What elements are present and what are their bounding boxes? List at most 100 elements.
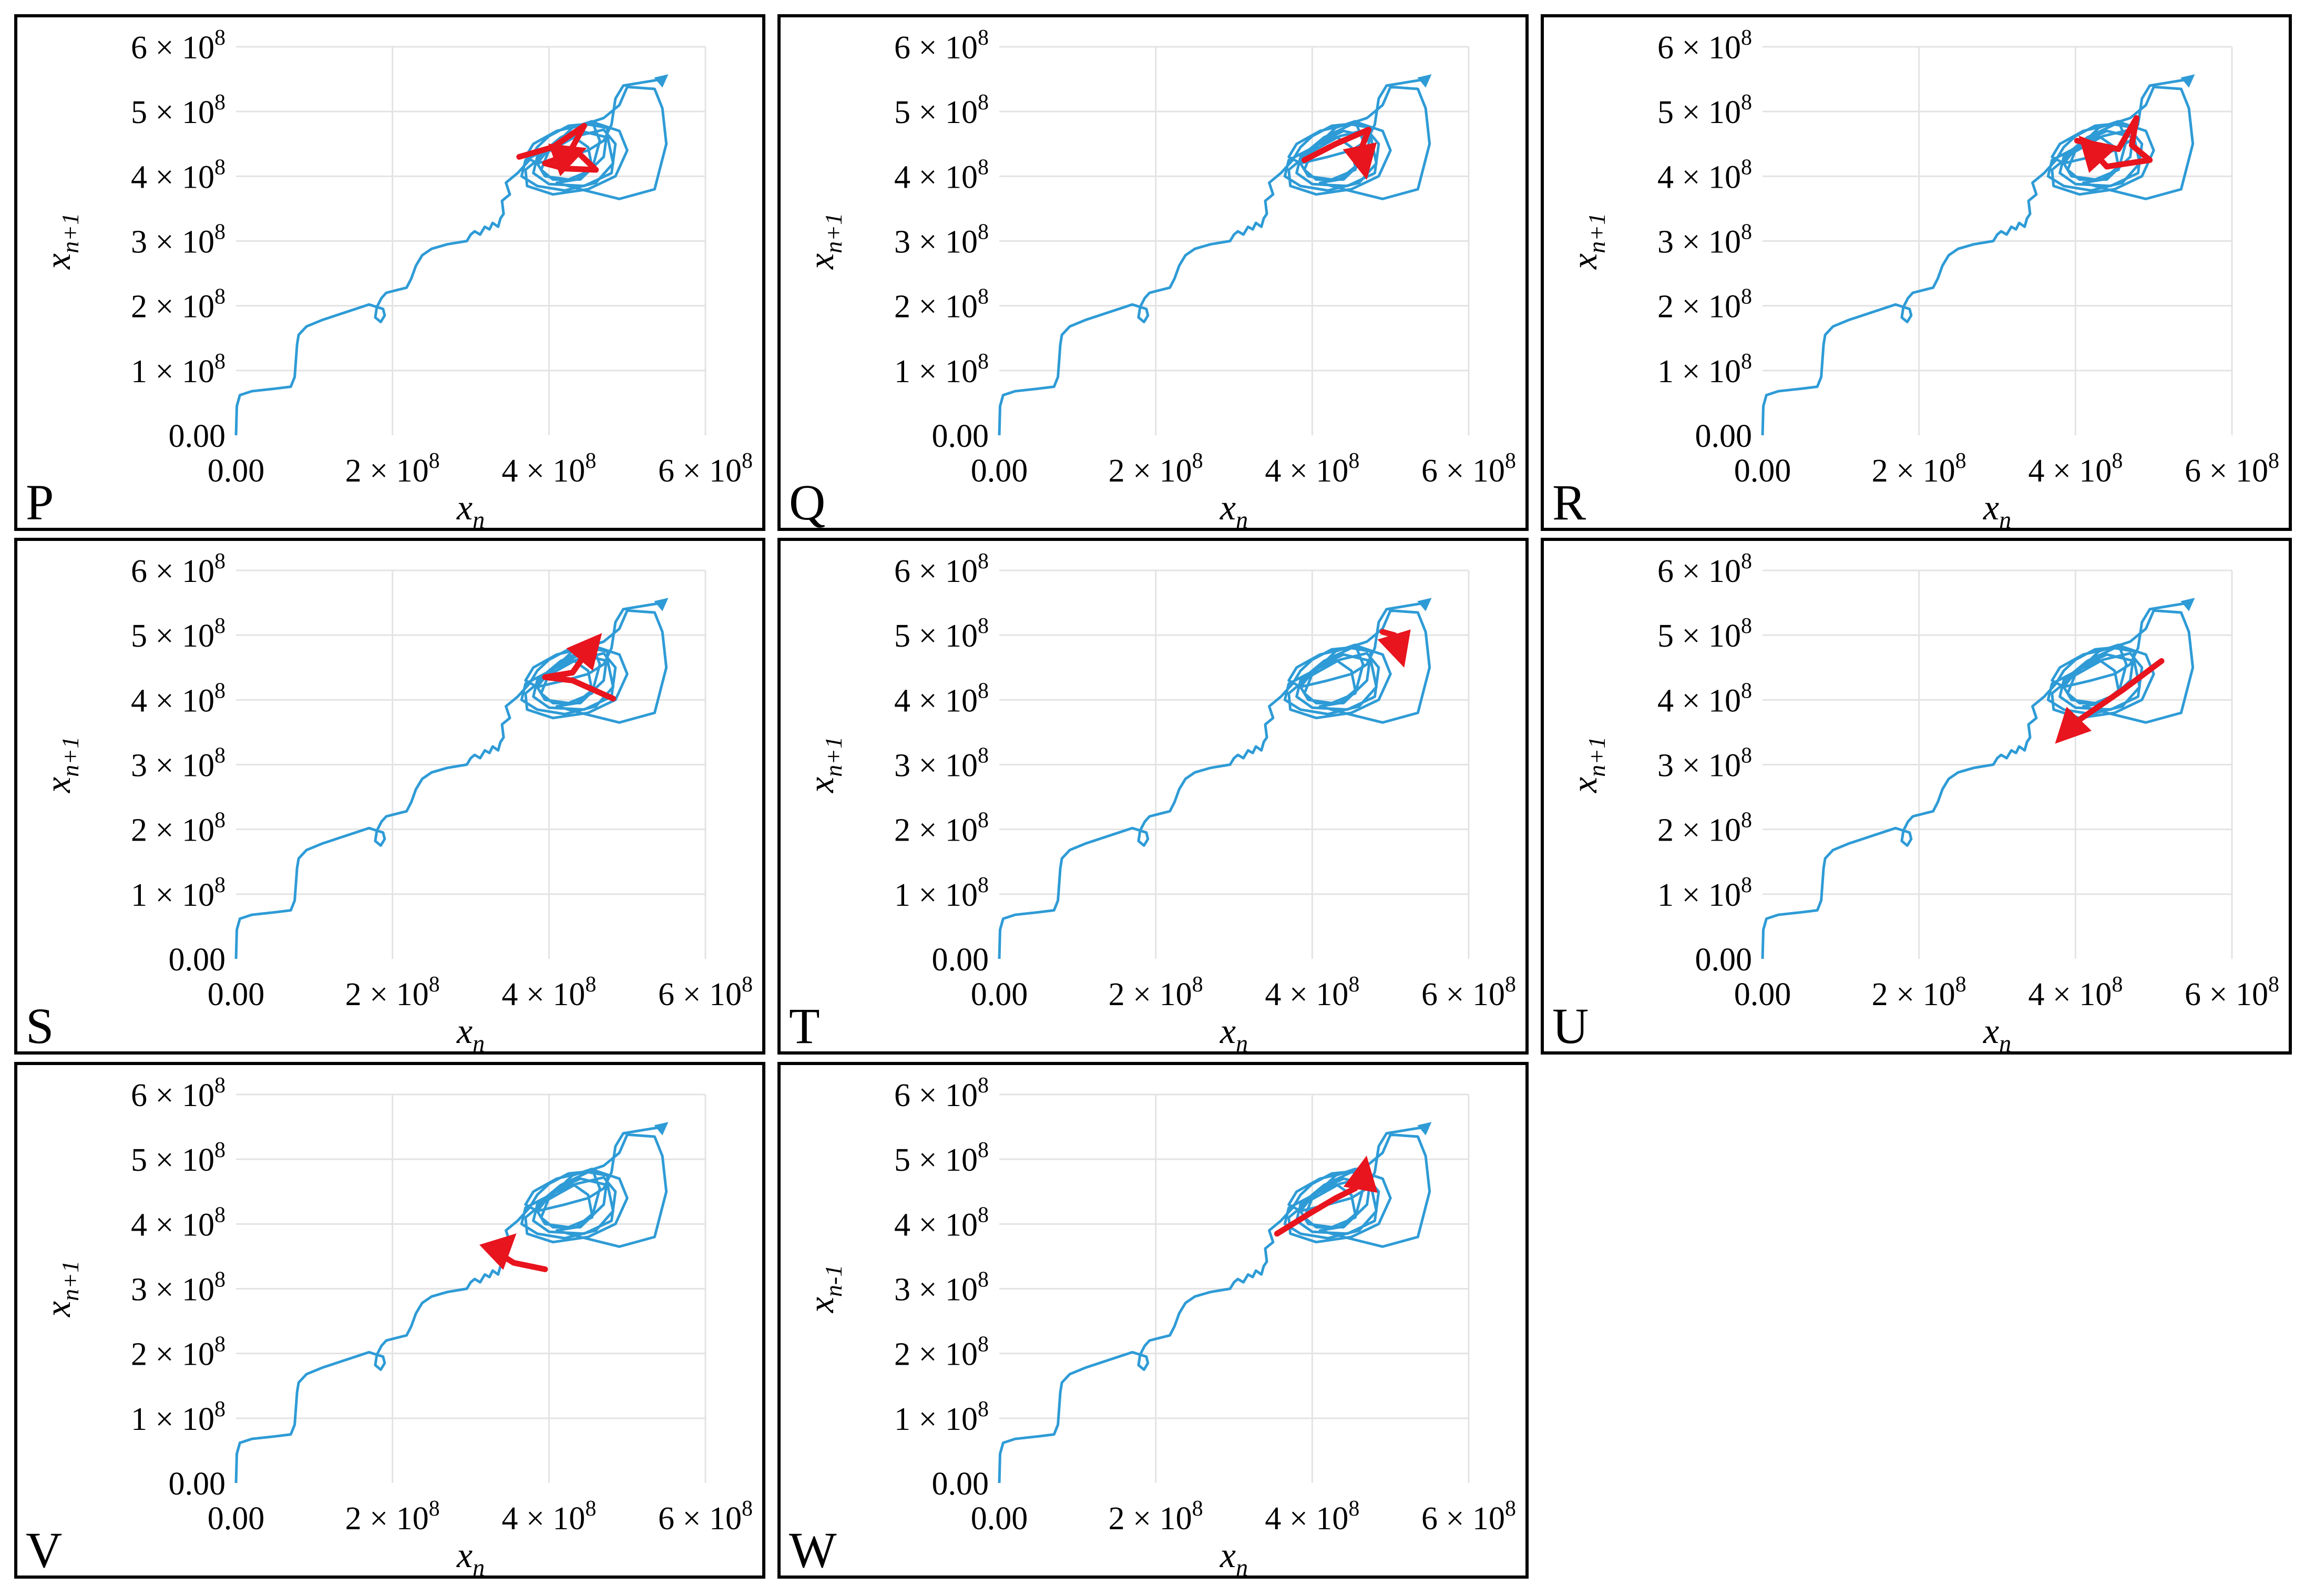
y-tick-label: 6 × 108 <box>131 549 226 589</box>
x-axis-label: xn <box>456 487 485 528</box>
y-tick-label: 6 × 108 <box>894 26 989 66</box>
y-tick-label: 5 × 108 <box>1657 90 1752 130</box>
x-tick-label: 6 × 108 <box>1421 449 1516 489</box>
x-tick-label: 4 × 108 <box>1265 449 1359 489</box>
panel-w: 0.00 2 × 108 4 × 108 6 × 108 0.00 1 × 108 2 × … <box>777 1062 1529 1579</box>
trajectory-line <box>234 1122 669 1484</box>
highlight-arrow <box>1377 629 1411 668</box>
trajectory-line <box>234 598 669 959</box>
panel-letter: V <box>26 1522 62 1575</box>
y-tick-label: 1 × 108 <box>894 873 989 913</box>
y-axis-label: xn+1 <box>1564 213 1610 270</box>
y-tick-label: 0.00 <box>169 942 226 978</box>
y-tick-label: 1 × 108 <box>131 1397 226 1437</box>
y-tick-label: 6 × 108 <box>894 549 989 589</box>
x-axis-label: xn <box>1220 1535 1248 1575</box>
panel-letter: U <box>1552 998 1589 1051</box>
y-tick-label: 4 × 108 <box>1657 155 1752 195</box>
y-tick-label: 2 × 108 <box>1657 285 1752 325</box>
x-tick-label: 0.00 <box>208 453 265 489</box>
panel-plot: 0.00 2 × 108 4 × 108 6 × 108 0.00 1 × 108 2 × … <box>1552 26 2279 528</box>
y-tick-label: 0.00 <box>932 418 989 454</box>
x-tick-label: 2 × 108 <box>1109 1497 1203 1537</box>
y-tick-label: 4 × 108 <box>894 155 989 195</box>
y-tick-label: 1 × 108 <box>894 1397 989 1437</box>
y-axis-label: xn+1 <box>38 213 84 270</box>
trajectory-line <box>998 1122 1432 1484</box>
y-tick-label: 2 × 108 <box>894 809 989 848</box>
y-tick-label: 5 × 108 <box>894 90 989 130</box>
x-tick-label: 0.00 <box>971 1501 1028 1537</box>
y-tick-label: 4 × 108 <box>1657 679 1752 719</box>
x-tick-label: 6 × 108 <box>658 1497 753 1537</box>
y-axis-label: xn+1 <box>1564 736 1610 793</box>
y-tick-label: 0.00 <box>169 1466 226 1502</box>
panel-r: 0.00 2 × 108 4 × 108 6 × 108 0.00 1 × 108 2 × … <box>1541 14 2292 531</box>
y-tick-label: 4 × 108 <box>131 155 226 195</box>
x-axis-label: xn <box>456 1535 485 1575</box>
x-tick-label: 2 × 108 <box>345 1497 440 1537</box>
x-tick-label: 2 × 108 <box>1872 973 1966 1012</box>
x-axis-label: xn <box>1220 1011 1248 1051</box>
y-axis-label: xn+1 <box>38 736 84 793</box>
y-tick-label: 4 × 108 <box>131 679 226 719</box>
highlight-arrow <box>2055 658 2165 744</box>
y-tick-label: 6 × 108 <box>131 26 226 66</box>
highlight-arrow <box>542 633 616 702</box>
x-tick-label: 4 × 108 <box>1265 973 1359 1012</box>
y-tick-label: 6 × 108 <box>1657 549 1752 589</box>
panel-letter: S <box>26 998 54 1051</box>
y-tick-label: 4 × 108 <box>894 679 989 719</box>
x-axis-label: xn <box>456 1011 485 1051</box>
trajectory-line <box>234 74 669 436</box>
y-tick-label: 6 × 108 <box>131 1073 226 1113</box>
x-tick-label: 2 × 108 <box>1109 973 1203 1012</box>
trajectory-line <box>1761 74 2195 436</box>
y-tick-label: 0.00 <box>1695 418 1753 454</box>
y-tick-label: 1 × 108 <box>131 873 226 913</box>
x-tick-label: 0.00 <box>208 977 265 1012</box>
y-tick-label: 2 × 108 <box>131 285 226 325</box>
y-tick-label: 1 × 108 <box>1657 873 1752 913</box>
panel-plot: 0.00 2 × 108 4 × 108 6 × 108 0.00 1 × 108 2 × … <box>789 1073 1516 1575</box>
y-tick-label: 4 × 108 <box>894 1203 989 1243</box>
x-tick-label: 2 × 108 <box>1872 449 1966 489</box>
panel-p: 0.00 2 × 108 4 × 108 6 × 108 0.00 1 × 108 2 × … <box>14 14 765 531</box>
y-tick-label: 3 × 108 <box>1657 744 1752 784</box>
y-tick-label: 1 × 108 <box>1657 350 1752 390</box>
y-tick-label: 0.00 <box>169 418 226 454</box>
y-tick-label: 5 × 108 <box>1657 614 1752 654</box>
x-tick-label: 2 × 108 <box>345 449 440 489</box>
trajectory-line <box>998 598 1432 959</box>
x-tick-label: 0.00 <box>208 1501 265 1537</box>
y-tick-label: 1 × 108 <box>131 350 226 390</box>
y-tick-label: 5 × 108 <box>894 614 989 654</box>
x-tick-label: 6 × 108 <box>658 449 753 489</box>
y-tick-label: 4 × 108 <box>131 1203 226 1243</box>
panel-u: 0.00 2 × 108 4 × 108 6 × 108 0.00 1 × 108 2 × … <box>1541 538 2292 1055</box>
panel-v: 0.00 2 × 108 4 × 108 6 × 108 0.00 1 × 108 2 × … <box>14 1062 765 1579</box>
x-tick-label: 0.00 <box>971 453 1028 489</box>
highlight-arrow <box>1274 1155 1378 1237</box>
y-tick-label: 3 × 108 <box>894 744 989 784</box>
panel-plot: 0.00 2 × 108 4 × 108 6 × 108 0.00 1 × 108 2 × … <box>26 549 753 1051</box>
y-tick-label: 3 × 108 <box>894 220 989 260</box>
x-tick-label: 4 × 108 <box>1265 1497 1359 1537</box>
y-tick-label: 5 × 108 <box>894 1138 989 1178</box>
y-tick-label: 3 × 108 <box>131 220 226 260</box>
y-axis-label: xn+1 <box>801 736 847 793</box>
highlight-arrow <box>1302 127 1377 180</box>
y-tick-label: 2 × 108 <box>894 285 989 325</box>
panel-q: 0.00 2 × 108 4 × 108 6 × 108 0.00 1 × 108 2 × … <box>777 14 1529 531</box>
y-tick-label: 3 × 108 <box>131 1268 226 1308</box>
y-tick-label: 5 × 108 <box>131 614 226 654</box>
y-tick-label: 1 × 108 <box>894 350 989 390</box>
highlight-arrow <box>516 122 599 177</box>
y-tick-label: 6 × 108 <box>1657 26 1752 66</box>
panel-letter: Q <box>789 474 825 528</box>
y-tick-label: 6 × 108 <box>894 1073 989 1113</box>
x-tick-label: 2 × 108 <box>345 973 440 1012</box>
y-tick-label: 3 × 108 <box>131 744 226 784</box>
y-tick-label: 3 × 108 <box>894 1268 989 1308</box>
